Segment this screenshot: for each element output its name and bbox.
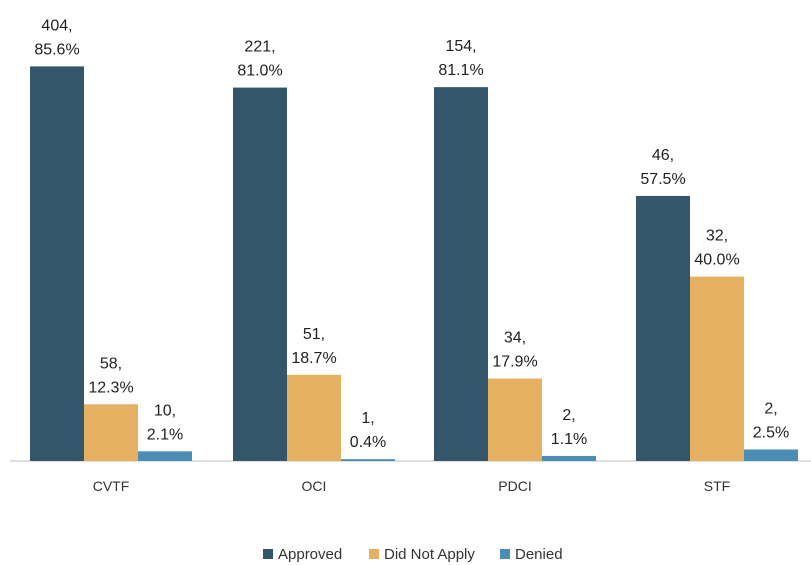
- data-label-pct-stf-did-not-apply: 40.0%: [694, 252, 739, 269]
- legend: Approved Did Not Apply Denied: [263, 546, 563, 563]
- data-label-pct-cvtf-approved: 85.6%: [34, 41, 79, 58]
- data-label-count-stf-approved: 46,: [652, 147, 674, 164]
- data-label-pct-oci-approved: 81.0%: [237, 63, 282, 80]
- bars-group: [30, 66, 798, 462]
- bar-stf-denied: [744, 449, 798, 461]
- bar-pdci-did-not-apply: [488, 378, 542, 461]
- legend-label-approved: Approved: [278, 546, 342, 563]
- bar-pdci-approved: [434, 87, 488, 461]
- bar-cvtf-denied: [138, 451, 192, 461]
- data-label-count-oci-did-not-apply: 51,: [303, 326, 325, 343]
- data-label-count-stf-denied: 2,: [764, 400, 777, 417]
- legend-label-denied: Denied: [515, 546, 563, 563]
- data-label-pct-oci-did-not-apply: 18.7%: [291, 350, 336, 367]
- legend-swatch-did-not-apply: [369, 549, 379, 559]
- data-label-count-stf-did-not-apply: 32,: [706, 228, 728, 245]
- x-tick-labels-group: CVTF OCI PDCI STF: [93, 478, 731, 494]
- bar-stf-approved: [636, 195, 690, 462]
- bar-pdci-denied: [542, 455, 596, 461]
- legend-label-did-not-apply: Did Not Apply: [384, 546, 475, 563]
- x-tick-label-cvtf: CVTF: [93, 478, 130, 494]
- data-label-pct-cvtf-did-not-apply: 12.3%: [88, 379, 133, 396]
- data-label-count-cvtf-denied: 10,: [154, 402, 176, 419]
- data-label-pct-pdci-approved: 81.1%: [438, 62, 483, 79]
- data-label-count-oci-denied: 1,: [361, 410, 374, 427]
- data-labels-group: 404, 85.6% 58, 12.3% 10, 2.1% 221, 81.0% 51, 18.7…: [34, 17, 789, 451]
- bar-stf-did-not-apply: [690, 276, 744, 461]
- x-tick-label-pdci: PDCI: [498, 478, 531, 494]
- data-label-pct-stf-denied: 2.5%: [753, 424, 789, 441]
- data-label-count-pdci-denied: 2,: [562, 407, 575, 424]
- data-label-count-pdci-did-not-apply: 34,: [504, 329, 526, 346]
- data-label-pct-stf-approved: 57.5%: [640, 171, 685, 188]
- data-label-pct-cvtf-denied: 2.1%: [147, 426, 183, 443]
- bar-oci-did-not-apply: [287, 374, 341, 461]
- x-tick-label-stf: STF: [704, 478, 730, 494]
- bar-oci-denied: [341, 459, 395, 461]
- bar-oci-approved: [233, 87, 287, 461]
- legend-swatch-denied: [500, 549, 510, 559]
- data-label-pct-oci-denied: 0.4%: [350, 434, 386, 451]
- bar-cvtf-did-not-apply: [84, 404, 138, 461]
- x-tick-label-oci: OCI: [302, 478, 327, 494]
- legend-swatch-approved: [263, 549, 273, 559]
- data-label-count-cvtf-did-not-apply: 58,: [100, 355, 122, 372]
- data-label-count-pdci-approved: 154,: [445, 38, 476, 55]
- data-label-count-cvtf-approved: 404,: [41, 17, 72, 34]
- data-label-count-oci-approved: 221,: [244, 39, 275, 56]
- data-label-pct-pdci-denied: 1.1%: [551, 431, 587, 448]
- data-label-pct-pdci-did-not-apply: 17.9%: [492, 353, 537, 370]
- bar-cvtf-approved: [30, 66, 84, 461]
